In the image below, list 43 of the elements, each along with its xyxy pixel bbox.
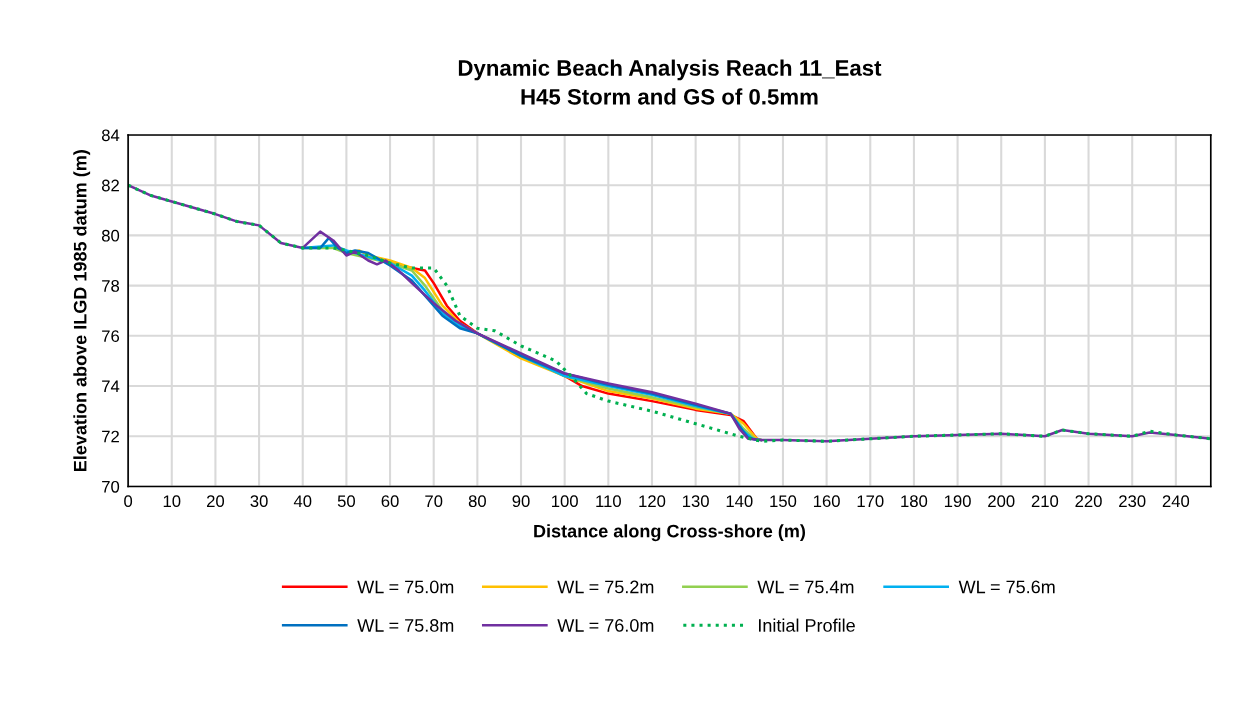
y-tick-label: 80 xyxy=(101,229,120,242)
x-tick-label: 10 xyxy=(163,495,181,508)
x-tick-label: 110 xyxy=(596,495,621,508)
x-tick-label: 240 xyxy=(1162,495,1190,508)
x-tick-label: 150 xyxy=(770,495,797,508)
y-tick-label: 84 xyxy=(101,129,120,142)
x-tick-label: 220 xyxy=(1075,495,1102,508)
y-axis-title: Elevation above ILGD 1985 datum (m) xyxy=(73,150,91,472)
x-tick-label: 50 xyxy=(337,495,356,508)
x-tick-label: 230 xyxy=(1119,495,1146,508)
legend-label: WL = 76.0m xyxy=(557,619,654,632)
y-tick-label: 74 xyxy=(102,380,120,393)
y-tick-label: 70 xyxy=(102,480,120,493)
x-tick-label: 100 xyxy=(552,495,578,508)
x-tick-label: 130 xyxy=(683,495,709,508)
x-tick-label: 190 xyxy=(944,495,971,508)
x-tick-label: 60 xyxy=(381,495,399,508)
x-tick-label: 160 xyxy=(813,495,840,508)
legend-label: WL = 75.2m xyxy=(557,580,654,594)
legend-label: WL = 75.0m xyxy=(357,580,454,594)
x-tick-label: 180 xyxy=(901,495,928,508)
x-tick-label: 80 xyxy=(468,495,486,508)
x-axis-title: Distance along Cross-shore (m) xyxy=(534,524,806,542)
legend-label: Initial Profile xyxy=(759,618,855,632)
y-tick-label: 72 xyxy=(102,430,119,443)
x-tick-label: 90 xyxy=(512,495,530,508)
x-tick-label: 120 xyxy=(639,495,666,508)
y-tick-label: 78 xyxy=(102,280,120,292)
y-tick-label: 82 xyxy=(101,179,119,192)
chart-title: Dynamic Beach Analysis Reach 11_East H45 Storm and GS of 0.5mm xyxy=(458,59,882,105)
x-tick-label: 40 xyxy=(293,495,312,508)
x-tick-label: 200 xyxy=(988,495,1015,508)
legend-label: WL = 75.8m xyxy=(357,619,454,632)
x-tick-label: 70 xyxy=(425,495,443,508)
y-tick-label: 76 xyxy=(102,330,120,343)
legend-label: WL = 75.6m xyxy=(958,580,1055,594)
x-tick-label: 0 xyxy=(124,495,133,508)
x-tick-label: 210 xyxy=(1031,495,1059,508)
legend-label: WL = 75.4m xyxy=(757,580,854,594)
x-tick-label: 140 xyxy=(726,495,753,508)
x-tick-label: 170 xyxy=(857,495,884,508)
x-tick-label: 20 xyxy=(206,495,225,508)
x-tick-label: 30 xyxy=(250,495,268,508)
